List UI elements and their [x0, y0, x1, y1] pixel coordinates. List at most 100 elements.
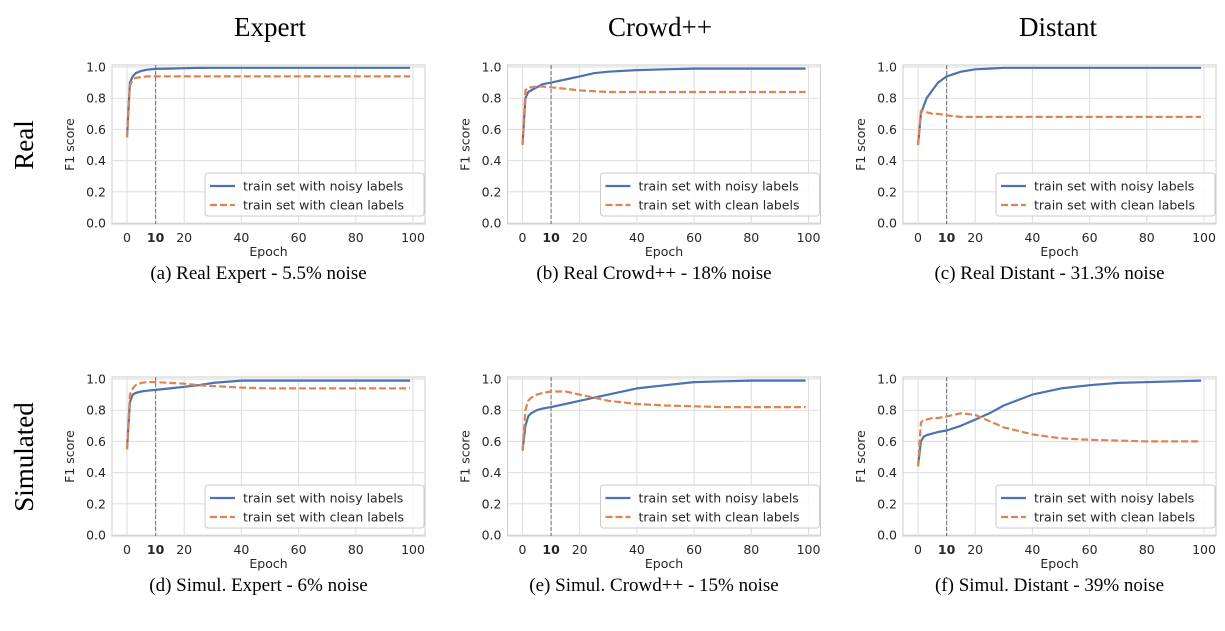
x-tick-label: 80 [1139, 230, 1155, 245]
noisy-series-line [916, 379, 1202, 467]
y-tick-label: 1.0 [877, 372, 897, 387]
noisy-series-line [521, 379, 806, 451]
y-tick-label: 0.0 [482, 216, 502, 231]
subplot-2: 0 10 20 40 60 80 100 0.0 0.2 0.4 0.6 0.8 1.0 Epoch F1 … [458, 60, 821, 284]
y-tick-label: 1.0 [86, 60, 106, 75]
legend-label: train set with noisy labels [243, 491, 403, 506]
x-tick-label: 80 [348, 230, 364, 245]
legend-box [995, 172, 1216, 217]
row-label-simulated: Simulated [9, 402, 39, 512]
y-tick-label: 0.0 [86, 528, 106, 543]
x-tick-label: 10 [938, 230, 956, 245]
x-tick-label: 10 [147, 542, 165, 557]
legend-box [600, 484, 820, 529]
y-tick-label: 0.2 [86, 184, 106, 199]
y-tick-label: 0.4 [877, 153, 897, 168]
y-tick-label: 0.4 [877, 465, 897, 480]
y-tick-label: 1.0 [877, 60, 897, 75]
y-tick-label: 0.4 [86, 153, 106, 168]
x-tick-label: 100 [1192, 542, 1216, 557]
x-tick-label: 0 [123, 230, 131, 245]
x-tick-label: 10 [147, 230, 165, 245]
x-tick-label: 40 [233, 542, 249, 557]
y-tick-label: 0.0 [86, 216, 106, 231]
y-tick-label: 1.0 [482, 60, 502, 75]
legend: train set with noisy labels train set wit… [995, 172, 1216, 217]
x-axis-label: Epoch [1040, 244, 1078, 259]
x-tick-label: 10 [938, 542, 956, 557]
x-tick-label: 100 [1192, 230, 1216, 245]
subplot-caption: (f) Simul. Distant - 39% noise [935, 575, 1164, 596]
clean-series-line [521, 390, 806, 451]
clean-series-line [125, 75, 411, 138]
y-tick-label: 0.2 [482, 496, 502, 511]
x-tick-label: 80 [1139, 542, 1155, 557]
legend-label: train set with clean labels [639, 198, 800, 213]
x-axis-label: Epoch [645, 556, 683, 571]
x-tick-label: 40 [1024, 542, 1040, 557]
y-tick-label: 1.0 [482, 372, 502, 387]
x-axis-label: Epoch [645, 244, 683, 259]
noisy-series-line [125, 66, 411, 138]
y-tick-label: 0.6 [86, 122, 106, 137]
y-tick-label: 0.2 [877, 496, 897, 511]
x-tick-label: 40 [233, 230, 249, 245]
legend: train set with noisy labels train set wit… [600, 484, 820, 529]
subplot-caption: (d) Simul. Expert - 6% noise [149, 575, 367, 596]
x-tick-label: 20 [176, 542, 192, 557]
legend-label: train set with clean labels [639, 510, 800, 525]
x-tick-label: 100 [797, 230, 821, 245]
y-tick-label: 0.6 [482, 122, 502, 137]
x-tick-label: 100 [401, 542, 425, 557]
y-tick-label: 0.0 [482, 528, 502, 543]
y-tick-label: 0.6 [877, 434, 897, 449]
subplot-caption: (e) Simul. Crowd++ - 15% noise [529, 575, 778, 596]
x-tick-label: 80 [348, 542, 364, 557]
x-axis-label: Epoch [249, 244, 287, 259]
clean-series-line [521, 85, 806, 146]
x-tick-label: 60 [1082, 542, 1098, 557]
legend-box [995, 484, 1216, 529]
x-tick-label: 60 [1082, 230, 1098, 245]
y-axis-label: F1 score [458, 118, 473, 171]
subplot-5: 0 10 20 40 60 80 100 0.0 0.2 0.4 0.6 0.8 1.0 Epoch F1 … [458, 372, 821, 596]
row-label-real: Real [9, 120, 39, 169]
y-axis-label: F1 score [62, 118, 77, 171]
y-axis-label: F1 score [458, 430, 473, 483]
legend: train set with noisy labels train set wit… [600, 172, 820, 217]
clean-series-line [125, 381, 411, 450]
legend-box [204, 172, 425, 217]
x-tick-label: 100 [401, 230, 425, 245]
subplot-caption: (b) Real Crowd++ - 18% noise [536, 263, 771, 284]
x-tick-label: 20 [572, 542, 588, 557]
x-tick-label: 20 [176, 230, 192, 245]
legend: train set with noisy labels train set wit… [995, 484, 1216, 529]
legend-label: train set with clean labels [243, 510, 404, 525]
column-title-expert: Expert [234, 12, 306, 42]
x-tick-label: 60 [291, 230, 307, 245]
y-axis-label: F1 score [853, 118, 868, 171]
x-tick-label: 20 [572, 230, 588, 245]
legend-label: train set with noisy labels [1034, 179, 1194, 194]
x-tick-label: 60 [686, 542, 702, 557]
x-tick-label: 40 [629, 542, 645, 557]
x-tick-label: 40 [629, 230, 645, 245]
x-tick-label: 0 [123, 542, 131, 557]
clean-series-line [916, 109, 1202, 146]
y-tick-label: 0.6 [86, 434, 106, 449]
x-tick-label: 0 [914, 230, 922, 245]
subplot-caption: (c) Real Distant - 31.3% noise [934, 263, 1164, 284]
subplot-4: 0 10 20 40 60 80 100 0.0 0.2 0.4 0.6 0.8 1.0 Epoch F1 … [62, 372, 426, 596]
noisy-series-line [916, 66, 1202, 146]
y-tick-label: 0.2 [877, 184, 897, 199]
x-tick-label: 80 [743, 542, 759, 557]
legend-label: train set with noisy labels [639, 491, 799, 506]
x-tick-label: 0 [519, 230, 527, 245]
subplot-3: 0 10 20 40 60 80 100 0.0 0.2 0.4 0.6 0.8 1.0 Epoch F1 … [853, 60, 1217, 284]
x-tick-label: 0 [914, 542, 922, 557]
y-tick-label: 0.0 [877, 528, 897, 543]
y-tick-label: 0.6 [877, 122, 897, 137]
x-tick-label: 10 [542, 230, 560, 245]
subplot-1: 0 10 20 40 60 80 100 0.0 0.2 0.4 0.6 0.8 1.0 Epoch F1 … [62, 60, 426, 284]
y-tick-label: 0.8 [877, 403, 897, 418]
